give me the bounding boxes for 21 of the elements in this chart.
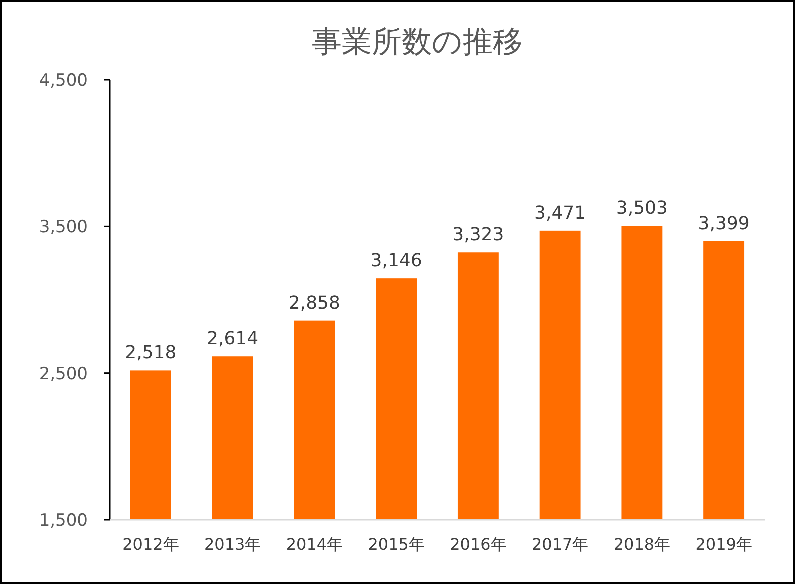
y-tick-label: 4,500 — [39, 71, 88, 91]
data-label: 3,399 — [698, 213, 750, 234]
y-tick-label: 1,500 — [39, 511, 88, 531]
y-tick-label: 2,500 — [39, 364, 88, 384]
x-tick-label: 2016年 — [450, 535, 507, 554]
y-tick-label: 3,500 — [39, 218, 88, 238]
data-label: 2,858 — [288, 292, 340, 314]
x-tick-label: 2017年 — [532, 535, 589, 554]
x-tick-label: 2012年 — [122, 535, 180, 554]
data-label: 2,518 — [125, 342, 177, 364]
data-label: 3,323 — [452, 224, 504, 246]
data-label: 3,503 — [616, 198, 668, 220]
x-tick-label: 2014年 — [286, 535, 344, 554]
data-label: 2,614 — [207, 328, 259, 350]
chart-title: 事業所数の推移 — [312, 25, 523, 60]
x-tick-label: 2013年 — [204, 535, 262, 554]
x-tick-label: 2018年 — [614, 535, 671, 554]
data-label: 3,146 — [370, 250, 422, 272]
data-label: 3,471 — [534, 202, 586, 224]
x-tick-label: 2015年 — [368, 535, 425, 554]
x-tick-label: 2019年 — [696, 535, 752, 554]
